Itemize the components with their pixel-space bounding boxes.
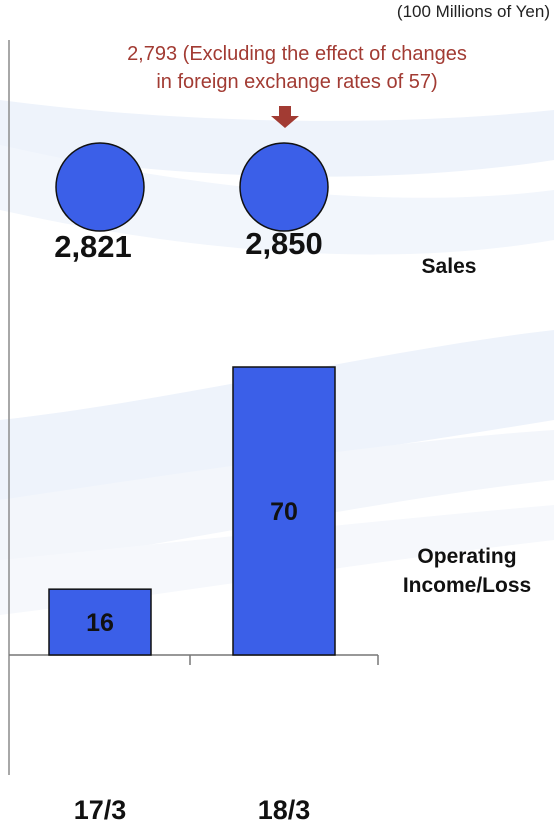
operating-income-series-label: Operating Income/Loss <box>380 542 554 600</box>
sales-circle-18-3 <box>239 142 329 232</box>
operating-label-line-2: Income/Loss <box>402 574 532 597</box>
sales-series-label: Sales <box>421 255 477 278</box>
sales-value-17-3: 2,821 <box>54 229 132 264</box>
operating-income-bar-17-3 <box>48 588 152 656</box>
sales-circle-17-3 <box>55 142 145 232</box>
sales-value-18-3: 2,850 <box>245 226 323 261</box>
operating-label-line-1: Operating <box>417 545 517 568</box>
category-label-17-3: 17/3 <box>73 795 127 825</box>
note-line-1: 2,793 (Excluding the effect of changes <box>127 43 467 65</box>
operating-income-bar-18-3 <box>232 366 336 656</box>
down-arrow-icon <box>271 106 299 128</box>
exchange-rate-note: 2,793 (Excluding the effect of changes i… <box>40 40 554 96</box>
category-label-18-3: 18/3 <box>257 795 311 825</box>
bar-value-label: 70 <box>270 498 298 526</box>
note-line-2: in foreign exchange rates of 57) <box>156 71 438 93</box>
bar-value-label: 16 <box>86 609 114 637</box>
unit-label: (100 Millions of Yen) <box>396 2 550 21</box>
